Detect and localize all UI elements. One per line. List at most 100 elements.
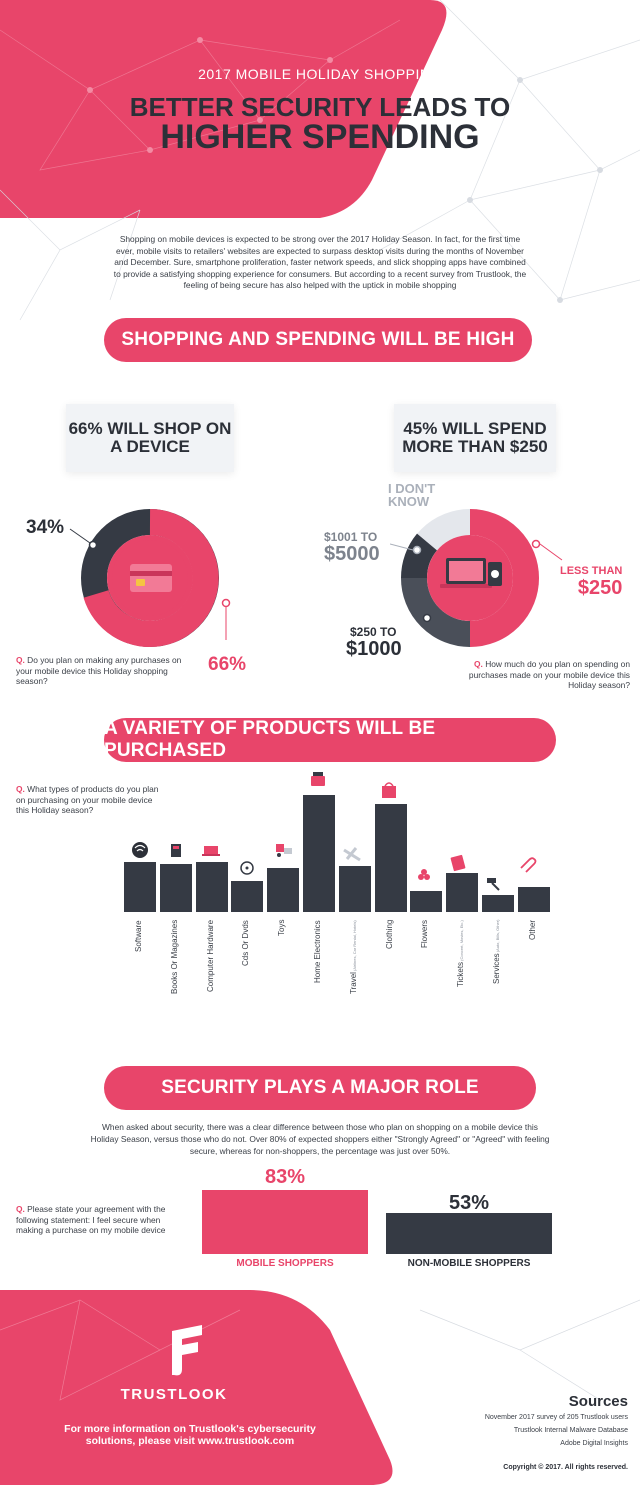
disc-icon (240, 861, 254, 875)
paperclip-icon (520, 857, 537, 873)
label-less-than: LESS THAN $250 (560, 565, 622, 599)
pct-non-mobile: 53% (448, 1192, 490, 1214)
bar-label-text: Books Or Magazines (170, 919, 179, 994)
radio-icon (311, 772, 325, 786)
shopping-bag-icon (382, 782, 396, 798)
question-left: Q. Do you plan on making any purchases o… (16, 655, 196, 687)
label-line: $5000 (324, 543, 380, 565)
product-bar-label: Home Electronics (313, 920, 322, 983)
label-line: $1000 (346, 638, 402, 660)
label-range-mid: $1001 TO $5000 (324, 530, 380, 565)
section-banner-shopping: SHOPPING AND SPENDING WILL BE HIGH (104, 318, 532, 362)
pct-mobile: 83% (264, 1166, 306, 1188)
stat-card-shop: 66% WILL SHOP ON A DEVICE (66, 404, 234, 472)
product-bar-label: Services (Auto, Bills, Other) (492, 920, 501, 984)
bar-label-text: Services (492, 953, 501, 984)
product-bar-label: Toys (277, 920, 286, 936)
bar-label-text: Cds Or Dvds (241, 920, 250, 966)
header-background (0, 0, 640, 321)
label-line: $250 TO (350, 625, 397, 639)
label-line: KNOW (388, 494, 430, 509)
bar-label-text: Computer Hardware (206, 919, 215, 992)
question-text: How much do you plan on spending on purc… (468, 659, 630, 690)
stat-card-line2: MORE THAN $250 (402, 437, 548, 456)
bar-label-text: Home Electronics (313, 920, 322, 983)
bar-label-text: Clothing (385, 919, 394, 949)
label-line: $1001 TO (324, 530, 378, 544)
hero-title-line2: HIGHER SPENDING (160, 118, 480, 156)
hero-eyebrow: 2017 MOBILE HOLIDAY SHOPPING (198, 66, 442, 82)
product-bar (160, 864, 192, 912)
label-range-low: $250 TO $1000 (346, 625, 402, 660)
stat-card-line1: 66% WILL SHOP ON (68, 419, 232, 438)
question-text: Do you plan on making any purchases on y… (16, 655, 182, 686)
section-banner-products: A VARIETY OF PRODUCTS WILL BE PURCHASED (104, 718, 556, 762)
section-banner-security: SECURITY PLAYS A MAJOR ROLE (104, 1066, 536, 1110)
footer-message: For more information on Trustlook's cybe… (64, 1423, 316, 1447)
product-bar (375, 804, 407, 912)
security-paragraph: When asked about security, there was a c… (90, 1122, 550, 1156)
product-bar-label: Clothing (385, 920, 394, 949)
question-text: Please state your agreement with the fol… (16, 1204, 166, 1235)
product-bar (339, 866, 371, 912)
question-text: What types of products do you plan on pu… (16, 784, 159, 815)
wifi-icon (132, 842, 148, 858)
intro-paragraph: Shopping on mobile devices is expected t… (113, 234, 527, 291)
copyright: Copyright © 2017. All rights reserved. (503, 1464, 628, 1471)
product-bar (303, 795, 335, 912)
product-bar-label: Books Or Magazines (170, 920, 179, 994)
product-bar (482, 895, 514, 912)
donut-chart-shop (69, 509, 231, 647)
source-item: Trustlook Internal Malware Database (513, 1427, 628, 1434)
bar-label-note: (Auto, Bills, Other) (495, 919, 500, 954)
label-line: LESS THAN (560, 565, 623, 577)
q-mark: Q. (16, 1204, 25, 1214)
flowers-icon (418, 869, 430, 880)
source-item: Adobe Digital Insights (560, 1440, 628, 1447)
bar-non-mobile-shoppers (386, 1213, 552, 1254)
product-bar (410, 891, 442, 912)
product-bar-label: Flowers (420, 920, 429, 948)
bar-label-text: Other (528, 919, 537, 940)
product-bar (196, 862, 228, 912)
label-dont-know: I DON'T KNOW (388, 482, 435, 508)
product-bar-label: Cds Or Dvds (241, 920, 250, 966)
credit-card-icon (130, 564, 172, 592)
ticket-icon (450, 854, 466, 872)
q-mark: Q. (16, 655, 25, 665)
bar-label-text: Tickets (456, 961, 465, 987)
laptop-phone-icon (440, 558, 502, 588)
bar-label-text: Travel (349, 972, 358, 994)
brand-name: TRUSTLOOK (120, 1386, 228, 1403)
bar-label-text: Flowers (420, 919, 429, 948)
footer-background (0, 1290, 640, 1485)
bar-label-note: (Airlines, Car Rental, Hotels) (352, 920, 357, 973)
stat-card-line2: A DEVICE (110, 437, 190, 456)
bar-label-text: Toys (277, 919, 286, 936)
q-mark: Q. (16, 784, 25, 794)
bar-label-note: (Concert, Movies, Etc.) (459, 920, 464, 962)
question-security: Q. Please state your agreement with the … (16, 1204, 176, 1236)
plane-icon (343, 847, 361, 862)
hero-title-line1: BETTER SECURITY LEADS TO (129, 92, 511, 122)
book-icon (171, 844, 181, 857)
product-bar-label: Travel (Airlines, Car Rental, Hotels) (349, 920, 358, 994)
laptop-icon (202, 846, 220, 856)
product-bar (231, 881, 263, 912)
label-non-mobile-shoppers: NON-MOBILE SHOPPERS (407, 1258, 531, 1269)
stat-card-line1: 45% WILL SPEND (403, 419, 547, 438)
bar-mobile-shoppers (202, 1190, 368, 1254)
product-bar (446, 873, 478, 912)
pct-large-left: 66% (208, 654, 247, 675)
question-right: Q. How much do you plan on spending on p… (466, 659, 630, 691)
q-mark: Q. (474, 659, 483, 669)
pct-small-left: 34% (26, 517, 65, 538)
product-bar-label: Tickets (Concert, Movies, Etc.) (456, 920, 465, 987)
product-bar (518, 887, 550, 912)
donut-chart-spend (390, 509, 563, 647)
gavel-icon (487, 878, 500, 891)
label-line: I DON'T (388, 481, 436, 496)
label-line: $250 (577, 577, 623, 599)
category-icons (132, 772, 537, 891)
trustlook-logo-icon (172, 1325, 202, 1376)
